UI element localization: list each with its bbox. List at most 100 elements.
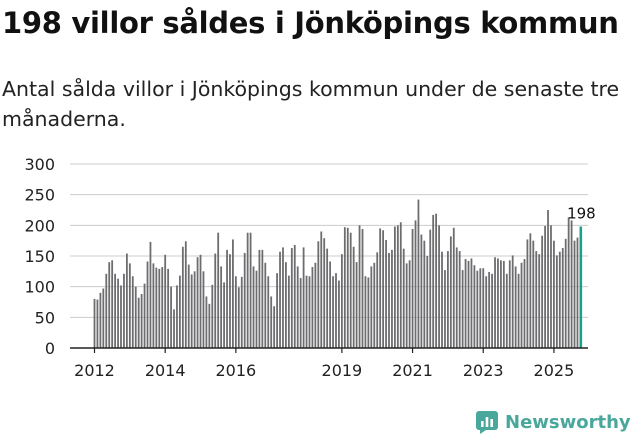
bar xyxy=(187,264,190,348)
bar xyxy=(570,220,573,348)
bar xyxy=(449,236,452,348)
bar xyxy=(335,273,337,348)
bar xyxy=(264,262,267,348)
bar xyxy=(246,232,249,348)
bar xyxy=(497,258,499,348)
bar xyxy=(523,259,526,348)
bar xyxy=(464,259,467,348)
bar xyxy=(470,258,473,348)
bar xyxy=(299,278,302,348)
x-tick-label: 2023 xyxy=(463,361,504,380)
bar xyxy=(426,256,429,348)
bar xyxy=(346,227,349,348)
bar xyxy=(123,273,125,348)
bar xyxy=(276,273,278,348)
bar xyxy=(358,225,361,348)
bar xyxy=(429,229,432,348)
brand-name: Newsworthy xyxy=(505,411,631,433)
bar xyxy=(96,299,99,348)
bar xyxy=(467,260,470,348)
bar xyxy=(576,237,579,348)
bar xyxy=(329,261,331,348)
bar xyxy=(376,252,379,348)
y-tick-label: 250 xyxy=(24,186,55,205)
x-tick-label: 2021 xyxy=(392,361,433,380)
bar xyxy=(502,260,505,348)
bar xyxy=(202,271,205,348)
bar xyxy=(414,220,417,348)
bar xyxy=(355,262,358,348)
y-tick-label: 50 xyxy=(35,308,55,327)
bar xyxy=(270,296,273,348)
bar xyxy=(438,225,440,348)
bar xyxy=(282,247,284,348)
bar xyxy=(338,280,340,348)
bar xyxy=(441,251,443,348)
bar xyxy=(161,267,164,348)
bar xyxy=(308,276,311,348)
bar xyxy=(491,273,493,348)
bar xyxy=(155,267,158,348)
bar xyxy=(240,276,243,348)
bar xyxy=(420,234,423,348)
value-label: 198 xyxy=(567,205,596,223)
bar xyxy=(249,232,252,348)
bar xyxy=(391,249,393,348)
bar xyxy=(205,296,208,348)
bar xyxy=(520,262,523,348)
bar-highlight xyxy=(579,226,583,348)
bar xyxy=(367,277,370,348)
bar xyxy=(273,306,276,348)
bar xyxy=(526,239,529,348)
y-tick-label: 200 xyxy=(24,216,55,235)
y-tick-label: 150 xyxy=(24,247,55,266)
bar xyxy=(567,217,570,348)
x-tick-label: 2012 xyxy=(74,361,115,380)
bar xyxy=(220,266,223,348)
bar xyxy=(379,228,382,348)
bar xyxy=(485,276,488,348)
bar xyxy=(199,254,202,348)
bar xyxy=(564,238,567,348)
page-title: 198 villor såldes i Jönköpings kommun xyxy=(2,6,619,40)
bar xyxy=(382,230,385,348)
bar xyxy=(149,241,152,348)
bar xyxy=(573,240,576,348)
bar xyxy=(514,266,517,348)
bar xyxy=(455,247,458,348)
bar xyxy=(167,268,170,348)
bar xyxy=(541,235,544,348)
bar xyxy=(423,240,426,348)
bar xyxy=(393,226,396,348)
newsworthy-brand[interactable]: Newsworthy xyxy=(475,408,631,436)
bar xyxy=(340,254,343,348)
bar xyxy=(131,276,134,348)
bar xyxy=(293,244,296,348)
bar xyxy=(93,298,96,348)
bar xyxy=(408,260,411,348)
bar xyxy=(323,238,326,348)
bar xyxy=(447,251,449,348)
bar xyxy=(258,249,261,348)
newsworthy-logo-icon xyxy=(476,411,498,434)
bar xyxy=(229,254,231,348)
y-tick-label: 300 xyxy=(24,155,55,174)
bar xyxy=(349,232,352,348)
bar xyxy=(108,262,111,348)
bar xyxy=(405,263,408,348)
bar xyxy=(217,232,220,348)
bar xyxy=(152,263,155,348)
bar xyxy=(544,225,546,348)
bar xyxy=(296,266,299,348)
y-axis: 0 50 100 150 200 250 300 xyxy=(24,155,55,358)
bar xyxy=(137,297,140,348)
y-tick-label: 0 xyxy=(45,339,55,358)
x-tick-label: 2019 xyxy=(322,361,363,380)
bar xyxy=(114,273,117,348)
bar xyxy=(255,270,258,348)
bar xyxy=(134,286,137,348)
bar xyxy=(435,213,438,348)
bar xyxy=(370,266,373,348)
bar xyxy=(388,252,390,348)
